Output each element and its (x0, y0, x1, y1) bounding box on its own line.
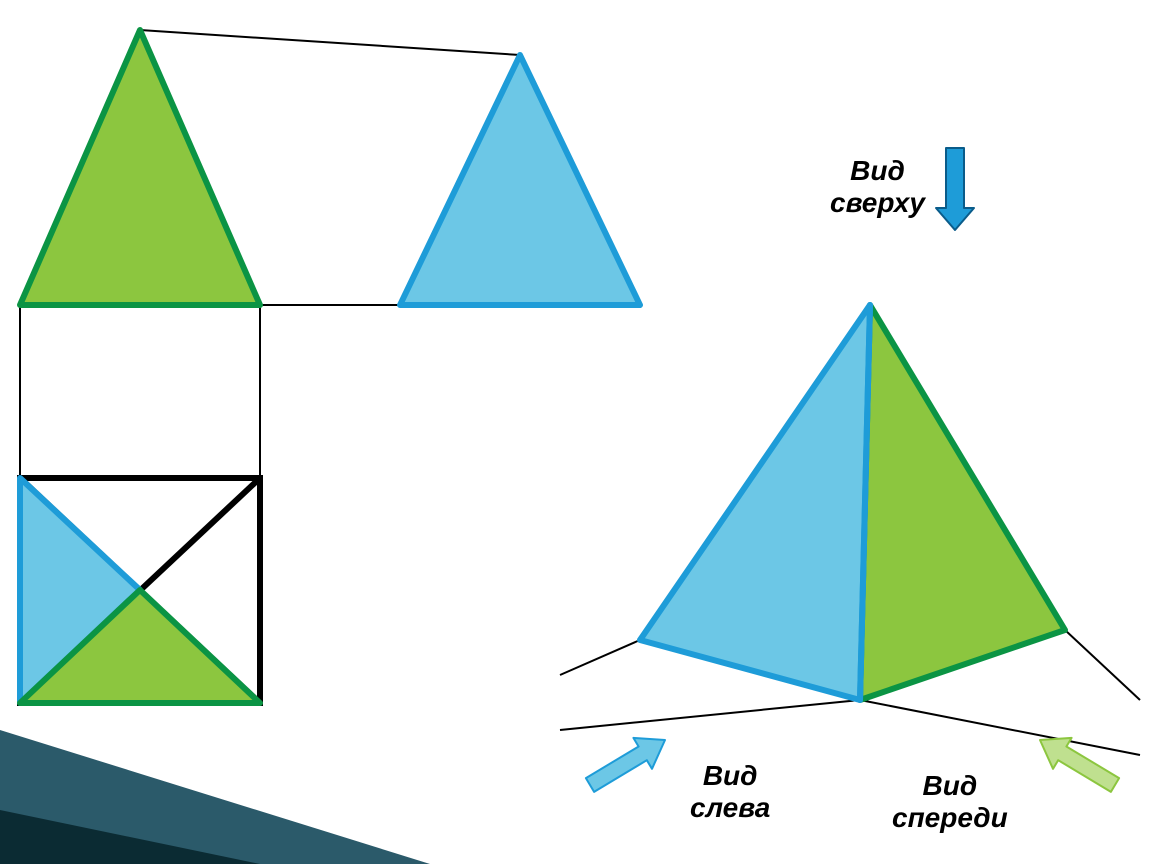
arrow-front-icon (1040, 738, 1119, 792)
arrow-top-icon (936, 148, 974, 230)
label-view-front: Вид спереди (892, 770, 1008, 834)
side-view-triangle (20, 30, 260, 305)
pyramid-left-face (640, 305, 870, 700)
ground-line (1065, 630, 1140, 700)
front-view-triangle (400, 55, 640, 305)
arrow-left-icon (586, 738, 665, 792)
ground-line (560, 640, 640, 675)
ground-line (560, 700, 860, 730)
diagram-canvas (0, 0, 1150, 864)
projection-guide (140, 30, 520, 55)
pyramid-front-face (860, 305, 1065, 700)
label-view-top: Вид сверху (830, 155, 925, 219)
ground-line (860, 700, 1140, 755)
label-view-left: Вид слева (690, 760, 770, 824)
